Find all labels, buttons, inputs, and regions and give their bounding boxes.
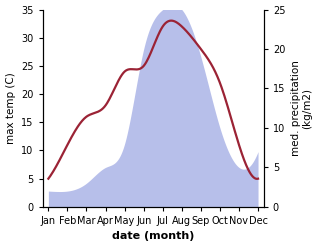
Y-axis label: max temp (C): max temp (C) bbox=[5, 72, 16, 144]
X-axis label: date (month): date (month) bbox=[112, 231, 194, 242]
Y-axis label: med. precipitation
(kg/m2): med. precipitation (kg/m2) bbox=[291, 60, 313, 156]
